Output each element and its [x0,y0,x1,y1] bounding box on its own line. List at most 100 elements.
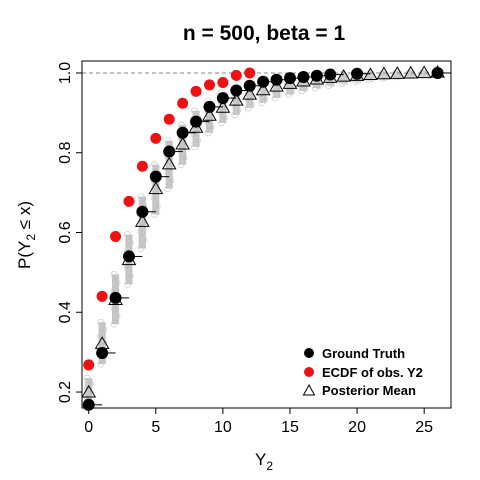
ground-truth-point [257,75,270,88]
x-tick-label: 5 [151,419,160,436]
posterior-draw-point [137,227,145,235]
posterior-draw-point [100,325,108,333]
posterior-draw-point [167,177,175,185]
y-tick-label: 0.8 [57,142,74,164]
ground-truth-point [163,145,176,158]
posterior-draw-point [191,107,198,115]
posterior-mean-point [161,156,177,170]
posterior-mean-point [416,65,432,79]
ground-truth-point [283,72,296,85]
posterior-draws-range [179,124,187,165]
posterior-draw-point [150,161,158,169]
posterior-draw-point [180,154,188,162]
posterior-draw-point [127,272,134,280]
ground-truth-point [324,68,337,81]
y-axis-label-suffix: ≤ x) [15,201,34,234]
y-axis-label-subscript: 2 [24,234,38,241]
posterior-draws-range [98,322,106,365]
x-axis-label-subscript: 2 [266,459,273,473]
posterior-draw-point [110,320,118,328]
posterior-mean-point [403,65,419,79]
posterior-draws-column [365,69,376,84]
ground-truth-point [243,79,256,92]
posterior-draw-point [408,70,416,77]
legend-label-posterior-mean: Posterior Mean [322,383,416,398]
ecdf-point [150,132,162,144]
ground-truth-point [149,170,162,183]
posterior-draws-range [407,72,415,76]
posterior-draws-range [420,72,428,75]
posterior-draw-point [204,118,212,126]
legend-label-ground-truth: Ground Truth [322,346,405,361]
posterior-draw-point [194,137,201,145]
ground-truth-point [216,92,229,105]
posterior-draws-range [340,74,348,84]
legend-marker-posterior-mean [302,383,316,396]
posterior-draw-point [127,239,134,247]
ground-truth-point [431,66,444,79]
posterior-draw-point [177,161,185,169]
posterior-draw-point [110,270,118,278]
posterior-draws-range [232,88,240,115]
ecdf-point [230,69,242,81]
posterior-mean-point [269,78,284,92]
posterior-draw-point [191,143,198,151]
posterior-draw-point [204,129,212,137]
ground-truth-point [176,126,189,139]
ecdf-point [190,85,202,97]
ground-truth-point [136,205,149,218]
legend-marker-ecdf [304,367,314,377]
ground-truth-point [297,70,310,83]
posterior-draws-column [150,161,161,218]
posterior-draw-point [164,137,172,145]
y-tick-label: 0.6 [57,221,74,243]
posterior-draws-range [366,73,374,80]
posterior-mean-point [148,181,164,195]
posterior-draw-point [83,374,91,382]
posterior-draw-point [124,231,131,238]
posterior-mean-point [389,66,405,79]
ecdf-point [244,67,256,79]
ecdf-point [96,290,108,302]
posterior-draws-range [152,164,160,215]
x-axis-label-main: Y [255,450,266,469]
posterior-mean-point [376,66,392,80]
posterior-draw-point [113,279,121,287]
posterior-mean-point [175,136,191,150]
posterior-draw-point [140,236,148,244]
x-axis-label: Y2 [255,450,273,473]
ground-truth-point [203,100,216,113]
posterior-draws-range [273,78,281,99]
posterior-draws-range [205,100,213,133]
ground-truth-point [109,291,122,304]
posterior-draw-point [137,245,145,252]
posterior-mean-point [81,384,97,398]
x-tick-label: 25 [415,419,433,436]
ground-truth-point [351,67,364,80]
y-tick-label: 0.4 [57,301,74,323]
ecdf-point [83,359,95,371]
chart-title: n = 500, beta = 1 [183,22,346,45]
x-tick-label: 0 [84,419,93,436]
posterior-draws-range [138,196,146,249]
posterior-draw-point [153,202,161,210]
posterior-mean-point [363,67,378,81]
posterior-draw-point [97,360,105,368]
x-axis: 0 5 10 15 20 25 [84,408,433,436]
posterior-draw-point [86,379,94,387]
legend: Ground Truth ECDF of obs. Y2 Posterior M… [302,346,423,398]
posterior-draws-column [379,69,389,82]
posterior-draws-range [259,80,267,103]
ground-truth-point [96,346,109,359]
ground-truth-point [122,250,135,263]
x-tick-label: 10 [214,419,232,436]
posterior-mean-point [242,86,258,100]
plot-frame [81,60,452,409]
posterior-draws-column [191,107,201,151]
y-tick-label: 0.2 [57,381,74,403]
posterior-draw-point [207,124,215,131]
posterior-draw-point [164,169,172,177]
x-tick-label: 15 [281,419,299,436]
posterior-draws-range [192,110,200,147]
